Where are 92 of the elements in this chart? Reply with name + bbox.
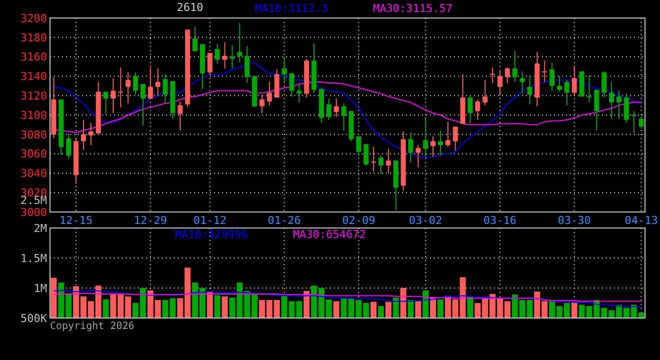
- candlestick: [482, 80, 488, 106]
- chart-title: 2610: [176, 1, 204, 14]
- candlestick: [520, 70, 525, 94]
- candlestick: [334, 98, 339, 118]
- candlestick: [133, 72, 138, 96]
- candlestick: [490, 66, 496, 84]
- candlestick: [445, 121, 450, 148]
- candlestick: [274, 68, 280, 98]
- candlestick: [572, 66, 577, 96]
- candlestick: [222, 42, 228, 69]
- candlestick: [341, 102, 346, 132]
- text: MA10:429996: [175, 228, 248, 241]
- candlestick: [468, 95, 473, 124]
- x-tick-label: 03-16: [483, 214, 517, 227]
- candlestick: [497, 70, 502, 96]
- x-tick-label: 02-09: [342, 214, 376, 227]
- candlestick: [594, 89, 600, 132]
- candlestick: [512, 50, 518, 83]
- candlestick: [616, 90, 622, 120]
- candlestick: [289, 72, 294, 98]
- candlestick: [564, 80, 570, 106]
- candlestick: [378, 154, 384, 175]
- candlestick: [140, 83, 146, 126]
- text: 2.5M: [20, 194, 48, 207]
- candlestick: [266, 82, 272, 106]
- candlestick: [556, 76, 562, 92]
- y-tick-label: 3180: [20, 31, 47, 44]
- y-tick-label: 3000: [20, 206, 47, 219]
- y-tick-label: 3100: [20, 108, 47, 122]
- candlestick: [80, 119, 86, 150]
- candlestick: [416, 144, 421, 168]
- candlestick: [244, 46, 250, 84]
- candlestick: [148, 66, 153, 100]
- candlestick: [504, 66, 510, 84]
- text: Copyright 2026: [50, 321, 134, 332]
- candlestick: [192, 26, 198, 52]
- candlestick: [430, 136, 436, 158]
- candlestick: [110, 78, 116, 114]
- y-tick-label: 3040: [20, 167, 47, 180]
- candlestick: [118, 66, 124, 108]
- candlestick: [550, 62, 555, 92]
- candlestick: [438, 130, 443, 156]
- candlestick: [356, 136, 362, 156]
- candlestick: [214, 44, 220, 64]
- y-tick-label: 3200: [20, 12, 47, 25]
- candlestick: [282, 56, 287, 83]
- y-tick-label: 3120: [20, 89, 47, 102]
- x-tick-label: 01-12: [193, 214, 226, 227]
- x-tick-label: 12-29: [134, 214, 167, 227]
- candlestick: [126, 72, 131, 104]
- text: MA10:3112.3: [255, 2, 328, 15]
- y-tick-label: 2M: [34, 222, 48, 235]
- candlestick: [155, 68, 160, 96]
- candlestick: [326, 98, 332, 120]
- line-series: [53, 292, 642, 302]
- candlestick: [103, 91, 108, 115]
- candlestick: [408, 132, 414, 164]
- x-tick-label: 03-02: [409, 214, 442, 227]
- y-tick-label: 3160: [20, 50, 47, 64]
- y-tick-label: 3080: [20, 128, 47, 142]
- y-tick-label: 3140: [20, 70, 47, 84]
- candlestick: [452, 126, 458, 152]
- candlestick: [475, 98, 480, 120]
- candlestick: [66, 132, 72, 160]
- candlestick: [237, 22, 242, 64]
- candlestick: [609, 82, 614, 120]
- candlestick: [542, 60, 548, 83]
- x-tick-label: 12-15: [59, 214, 93, 227]
- candlestick: [527, 76, 532, 105]
- x-tick-label: 03-30: [558, 214, 591, 227]
- candlestick: [423, 116, 428, 158]
- candlestick: [162, 74, 168, 104]
- candlestick: [364, 144, 369, 166]
- text: MA30:3115.57: [373, 2, 452, 15]
- y-tick-label: 500K: [20, 312, 48, 325]
- y-tick-label: 3060: [20, 148, 47, 161]
- candlestick: [586, 74, 592, 103]
- candlestick: [207, 52, 212, 76]
- x-tick-label: 04-13: [624, 214, 658, 227]
- candlestick: [624, 93, 629, 124]
- x-tick-label: 01-26: [268, 214, 301, 227]
- candlestick: [178, 100, 183, 132]
- y-tick-label: 1M: [34, 282, 48, 295]
- candlestick: [259, 94, 264, 114]
- candlestick: [371, 146, 376, 173]
- candlestick: [88, 122, 94, 146]
- candlestick: [386, 148, 391, 174]
- y-tick-label: 1.5M: [20, 252, 48, 265]
- candlestick: [602, 70, 607, 98]
- text: MA30:654672: [293, 228, 366, 241]
- candlestick: [631, 110, 636, 134]
- candlestick: [638, 115, 644, 130]
